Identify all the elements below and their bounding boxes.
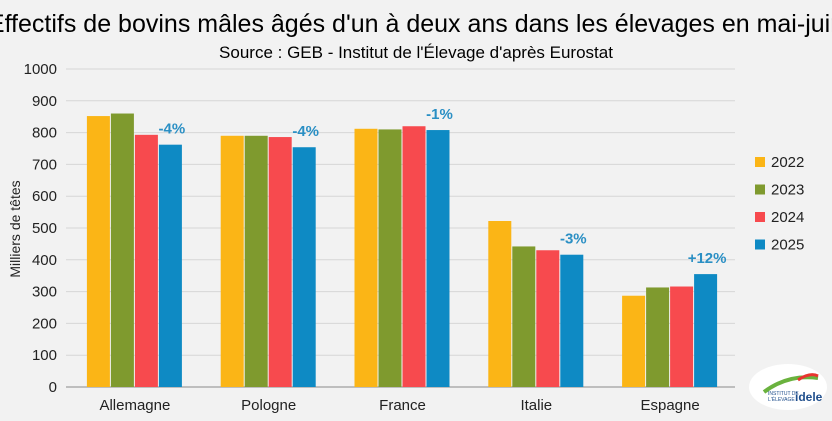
category-labels: Allemagne Pologne France Italie Espagne — [99, 397, 699, 414]
bar — [354, 128, 378, 387]
bar — [220, 135, 244, 387]
logo-word: idele — [795, 390, 823, 404]
bar — [560, 254, 584, 387]
category-label: Italie — [520, 397, 552, 414]
legend-label: 2022 — [771, 154, 804, 171]
legend-label: 2023 — [771, 182, 804, 199]
bar — [694, 274, 718, 387]
bar — [158, 144, 182, 387]
logo-swoosh-red — [797, 373, 819, 382]
y-tick-label: 700 — [32, 156, 57, 173]
bar — [378, 129, 402, 388]
bar — [292, 147, 316, 387]
y-tick-label: 400 — [32, 252, 57, 269]
bar — [512, 246, 536, 387]
annotation-label: -1% — [426, 106, 453, 123]
bar — [426, 130, 450, 387]
y-tick-label: 100 — [32, 347, 57, 364]
legend-swatch — [755, 239, 765, 250]
bar — [646, 287, 670, 387]
bar — [622, 295, 646, 387]
category-label: France — [379, 397, 426, 414]
annotation-label: +12% — [688, 250, 727, 267]
annotation-label: -4% — [159, 121, 186, 138]
annotations: -4% -4% -1% -3% +12% — [159, 106, 727, 267]
legend-label: 2025 — [771, 237, 804, 254]
y-axis-ticks: 0 100 200 300 400 500 600 700 800 900 1000 — [24, 61, 57, 396]
legend-swatch — [755, 212, 765, 222]
bar — [244, 135, 268, 387]
chart-subtitle: Source : GEB - Institut de l'Élevage d'a… — [219, 43, 613, 62]
logo-line2: L'ÉLEVAGE — [768, 396, 795, 403]
y-tick-label: 200 — [32, 315, 57, 332]
idele-logo: INSTITUT DE L'ÉLEVAGE idele — [749, 364, 827, 410]
y-tick-label: 600 — [32, 188, 57, 205]
bar — [86, 116, 110, 388]
legend-swatch — [755, 157, 765, 167]
y-axis-label: Milliers de têtes — [7, 180, 23, 277]
bar — [670, 286, 694, 387]
legend-label: 2024 — [771, 209, 804, 226]
category-label: Allemagne — [99, 397, 170, 414]
y-tick-label: 900 — [32, 93, 57, 110]
legend: 2022 2023 2024 2025 — [755, 154, 804, 254]
bar — [402, 126, 426, 388]
bar — [268, 137, 292, 387]
category-label: Espagne — [640, 397, 699, 414]
y-tick-label: 0 — [49, 379, 57, 396]
y-tick-label: 500 — [32, 220, 57, 237]
y-tick-label: 1000 — [24, 61, 57, 78]
y-tick-label: 300 — [32, 284, 57, 301]
y-tick-label: 800 — [32, 125, 57, 142]
annotation-label: -3% — [560, 231, 587, 248]
chart-title: Effectifs de bovins mâles âgés d'un à de… — [0, 10, 832, 38]
bar — [134, 134, 158, 387]
legend-swatch — [755, 184, 765, 195]
annotation-label: -4% — [292, 123, 319, 140]
logo-swoosh-green — [762, 375, 819, 394]
bar — [488, 221, 512, 387]
bar — [110, 113, 134, 388]
category-label: Pologne — [241, 397, 296, 414]
bars — [86, 113, 718, 388]
bar — [536, 250, 560, 387]
logo-line1: INSTITUT DE — [768, 391, 799, 397]
